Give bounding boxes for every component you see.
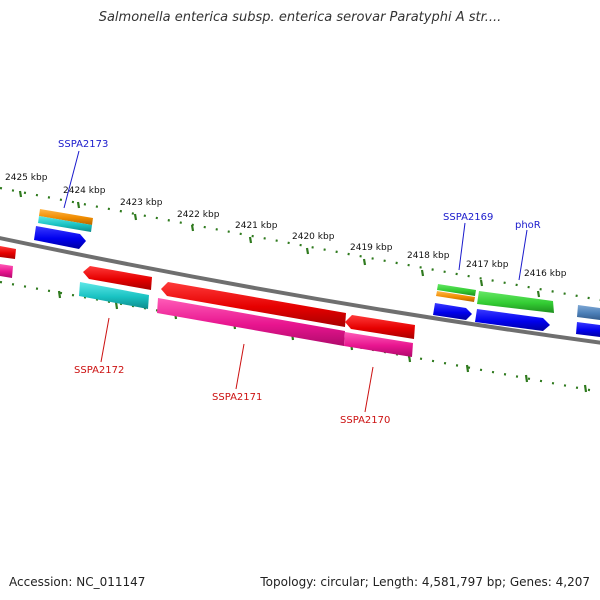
label-leaders [63,150,528,413]
tick-label: 2425 kbp [5,173,48,183]
tick-label: 2419 kbp [350,243,393,253]
gene-feature-green-arrow[interactable] [477,291,554,313]
major-tick [190,224,195,232]
major-tick [133,213,138,221]
gene-feature-orange[interactable] [436,291,475,302]
genome-backbone [0,236,600,345]
major-tick [114,301,119,310]
major-tick [18,190,23,198]
gene-feature-orange[interactable] [39,209,93,225]
gene-label-sspa2172[interactable]: SSPA2172 [74,365,124,376]
forward-features [34,209,600,337]
tick-label: 2418 kbp [407,251,450,261]
tick-label: 2421 kbp [235,221,278,231]
gene-feature-red[interactable] [0,246,16,259]
gene-feature-pink[interactable] [0,264,13,278]
major-tick [583,384,588,393]
gene-feature-cyan[interactable] [38,216,92,232]
gene-feature-green[interactable] [437,284,476,296]
leader-line [63,150,80,209]
major-tick [420,269,425,277]
gene-feature-blue-arrow[interactable] [475,309,550,331]
gene-feature-red-arrow[interactable] [83,266,152,290]
leader-line [458,222,466,271]
genome-summary-text: Topology: circular; Length: 4,581,797 bp… [260,575,590,589]
leader-line [364,366,374,413]
gene-label-sspa2169[interactable]: SSPA2169 [443,212,493,223]
major-tick [305,247,310,255]
gene-label-sspa2173[interactable]: SSPA2173 [58,139,108,150]
gene-feature-cyan[interactable] [79,282,149,309]
gene-feature-steel[interactable] [577,305,600,320]
reverse-features [0,246,415,357]
major-tick [465,364,470,373]
tick-label: 2424 kbp [63,186,106,196]
map-title: Salmonella enterica subsp. enterica sero… [98,10,502,25]
major-tick [479,279,484,287]
gene-label-phor[interactable]: phoR [515,220,541,231]
leader-line [100,317,110,363]
gene-feature-blue-arrow[interactable] [433,303,472,320]
scale-major-ticks [18,190,541,298]
gene-feature-pink[interactable] [344,332,413,357]
tick-label: 2420 kbp [292,232,335,242]
major-tick [362,258,367,266]
tick-label: 2422 kbp [177,210,220,220]
major-tick [76,201,81,209]
leader-line [518,229,528,281]
gene-labels: SSPA2173 SSPA2169 phoR SSPA2172 SSPA2171… [58,139,541,426]
gene-feature-blue[interactable] [576,322,600,337]
gene-label-sspa2170[interactable]: SSPA2170 [340,415,390,426]
gene-feature-blue-arrow[interactable] [34,226,86,249]
gene-label-sspa2171[interactable]: SSPA2171 [212,392,262,403]
major-tick [524,374,529,383]
accession-text: Accession: NC_011147 [9,575,146,589]
major-tick [248,236,253,244]
gene-feature-red-arrow[interactable] [161,282,346,327]
major-tick [57,290,62,299]
scale-outer-track [0,186,600,302]
tick-label: 2417 kbp [466,260,509,270]
leader-line [235,343,245,390]
tick-label: 2423 kbp [120,198,163,208]
tick-label: 2416 kbp [524,269,567,279]
gene-feature-red-arrow[interactable] [345,315,415,339]
major-tick [536,290,541,298]
gene-feature-pink[interactable] [157,298,345,346]
scale-tick-labels: 2425 kbp 2424 kbp 2423 kbp 2422 kbp 2421… [5,173,567,279]
